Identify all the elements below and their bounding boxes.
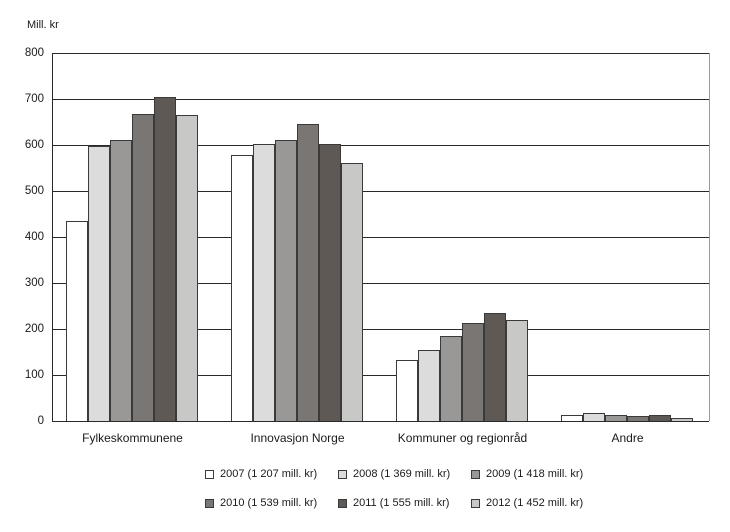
legend-item: 2012 (1 452 mill. kr) xyxy=(471,497,583,509)
y-tick-label: 300 xyxy=(24,277,44,289)
bar xyxy=(418,350,440,421)
bar xyxy=(297,123,319,421)
y-tick-label: 100 xyxy=(24,369,44,381)
bar xyxy=(275,140,297,421)
y-axis-unit-label: Mill. kr xyxy=(27,19,59,31)
bar xyxy=(132,114,154,421)
y-tick-label: 800 xyxy=(24,47,44,59)
legend-swatch-icon xyxy=(471,469,480,479)
bar xyxy=(396,359,418,421)
gridline xyxy=(52,237,709,238)
y-axis-line xyxy=(52,53,53,421)
legend-swatch-icon xyxy=(338,469,347,479)
bar xyxy=(440,335,462,421)
bar xyxy=(462,323,484,421)
y-tick-label: 600 xyxy=(24,139,44,151)
legend-label: 2011 (1 555 mill. kr) xyxy=(353,497,450,509)
x-category-label: Innovasjon Norge xyxy=(250,431,345,445)
bar xyxy=(627,415,649,421)
bar xyxy=(561,415,583,421)
gridline xyxy=(52,283,709,284)
bar xyxy=(253,144,275,421)
bar xyxy=(319,144,341,421)
gridline xyxy=(52,191,709,192)
bar xyxy=(506,319,528,421)
legend-label: 2007 (1 207 mill. kr) xyxy=(220,468,318,480)
bar xyxy=(154,96,176,421)
legend-label: 2009 (1 418 mill. kr) xyxy=(486,468,584,480)
legend-item: 2009 (1 418 mill. kr) xyxy=(471,468,583,480)
legend-item: 2011 (1 555 mill. kr) xyxy=(338,497,449,509)
bar xyxy=(110,140,132,421)
bar xyxy=(583,413,605,421)
legend-item: 2008 (1 369 mill. kr) xyxy=(338,468,450,480)
legend-swatch-icon xyxy=(205,498,214,508)
bar xyxy=(605,415,627,421)
y-tick-label: 400 xyxy=(24,231,44,243)
legend-swatch-icon xyxy=(471,498,480,508)
bar xyxy=(341,162,363,421)
gridline xyxy=(52,329,709,330)
legend-item: 2010 (1 539 mill. kr) xyxy=(205,497,317,509)
gridline xyxy=(52,53,709,54)
gridline xyxy=(52,421,709,422)
y-tick-label: 700 xyxy=(24,93,44,105)
x-category-label: Fylkeskommunene xyxy=(82,431,183,445)
bar xyxy=(649,415,671,421)
legend-label: 2008 (1 369 mill. kr) xyxy=(353,468,451,480)
legend-label: 2010 (1 539 mill. kr) xyxy=(220,497,318,509)
y-tick-label: 0 xyxy=(37,415,44,427)
gridline xyxy=(52,375,709,376)
x-category-label: Andre xyxy=(611,431,644,445)
bar xyxy=(88,146,110,421)
gridline xyxy=(52,145,709,146)
y-tick-label: 500 xyxy=(24,185,44,197)
bar xyxy=(176,115,198,421)
legend-item: 2007 (1 207 mill. kr) xyxy=(205,468,317,480)
plot-right-border xyxy=(709,53,710,421)
legend-swatch-icon xyxy=(205,469,214,479)
bar xyxy=(484,312,506,421)
bar xyxy=(66,220,88,421)
gridline xyxy=(52,99,709,100)
y-tick-label: 200 xyxy=(24,323,44,335)
bar xyxy=(671,418,693,421)
x-category-label: Kommuner og regionråd xyxy=(397,431,528,445)
legend-swatch-icon xyxy=(338,498,347,508)
bar xyxy=(231,155,253,421)
legend-label: 2012 (1 452 mill. kr) xyxy=(486,497,584,509)
